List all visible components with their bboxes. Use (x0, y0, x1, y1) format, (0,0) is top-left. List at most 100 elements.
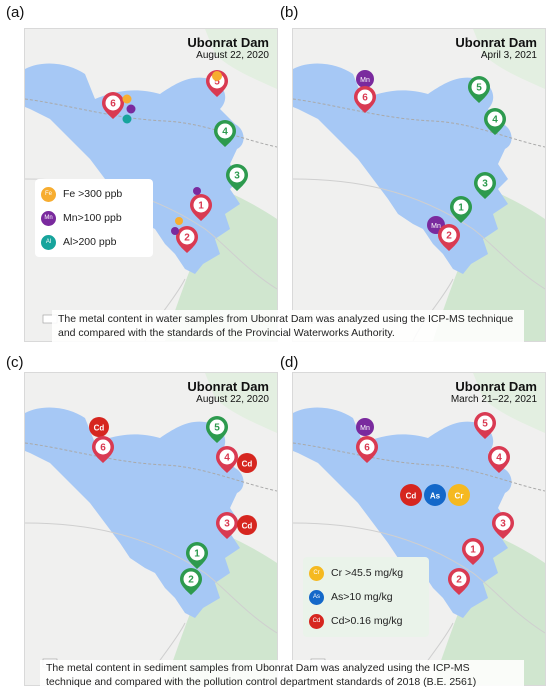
svg-text:1: 1 (198, 201, 204, 212)
svg-text:As: As (430, 492, 441, 501)
svg-text:6: 6 (362, 93, 368, 104)
svg-text:4: 4 (222, 127, 228, 138)
legend-row-fe: Fe Fe >300 ppb (35, 182, 153, 206)
dam-name: Ubonrat Dam (187, 379, 269, 394)
al-dot (122, 114, 132, 124)
panel-label-c: (c) (6, 354, 24, 371)
sampling-date: March 21–22, 2021 (450, 394, 537, 405)
svg-text:6: 6 (100, 443, 106, 454)
svg-text:2: 2 (446, 231, 452, 242)
mn-dot (356, 70, 374, 88)
svg-text:Mn: Mn (431, 223, 441, 230)
site-marker-3: 3 (474, 172, 496, 199)
map-c: Cd 6 5 4 Cd 3 Cd 1 2 (25, 373, 277, 685)
svg-text:4: 4 (224, 453, 230, 464)
map-panel-b: Mn 6 5 4 3 1 Mn 2 Ubonrat Dam April 3, 2… (292, 28, 546, 342)
svg-text:Cd: Cd (94, 424, 105, 433)
sampling-date: April 3, 2021 (480, 50, 537, 61)
legend-label: Al>200 ppb (63, 236, 117, 248)
cd-dot (400, 484, 422, 506)
svg-text:3: 3 (500, 519, 506, 530)
dam-name: Ubonrat Dam (187, 35, 269, 50)
cd-icon: Cd (309, 613, 324, 629)
site-marker-6: 6 (92, 436, 114, 463)
cd-dot (89, 417, 109, 437)
svg-text:Cd: Cd (242, 460, 253, 469)
svg-text:3: 3 (224, 519, 230, 530)
map-a: 5 6 4 3 1 2 (25, 29, 277, 341)
legend-row-mn: Mn Mn>100 ppb (35, 206, 153, 230)
svg-text:2: 2 (184, 233, 190, 244)
svg-text:1: 1 (470, 545, 476, 556)
svg-text:1: 1 (458, 203, 464, 214)
legend-label: As>10 mg/kg (331, 591, 393, 603)
cr-dot (448, 484, 470, 506)
map-title-c: Ubonrat Dam August 22, 2020 (187, 379, 269, 405)
site-marker-2: 2 (438, 224, 460, 251)
map-b: Mn 6 5 4 3 1 Mn 2 (293, 29, 545, 341)
site-marker-6: 6 (354, 86, 376, 113)
map-d: Mn 6 5 4 Cd As Cr 3 1 2 (293, 373, 545, 685)
sampling-date: August 22, 2020 (196, 50, 269, 61)
svg-text:5: 5 (214, 77, 220, 88)
fe-dot (212, 71, 222, 81)
svg-text:3: 3 (482, 179, 488, 190)
site-marker-1: 1 (450, 196, 472, 223)
fe-dot (122, 94, 132, 104)
dam-name: Ubonrat Dam (455, 379, 537, 394)
map-panel-a: 5 6 4 3 1 2 Ubonrat Dam August 22, 2020 … (24, 28, 278, 342)
map-title-d: Ubonrat Dam March 21–22, 2021 (451, 379, 537, 405)
site-marker-5: 5 (206, 416, 228, 443)
legend-label: Cr >45.5 mg/kg (331, 567, 404, 579)
map-panel-d: Mn 6 5 4 Cd As Cr 3 1 2 Ubonrat Dam Marc… (292, 372, 546, 686)
mn-dot (356, 418, 374, 436)
svg-text:Mn: Mn (360, 77, 370, 84)
legend-label: Cd>0.16 mg/kg (331, 615, 403, 627)
legend-sediment: Cr Cr >45.5 mg/kg As As>10 mg/kg Cd Cd>0… (303, 557, 429, 637)
site-marker-4: 4 (216, 446, 238, 473)
al-icon: Al (41, 234, 56, 250)
site-marker-2: 2 (180, 568, 202, 595)
svg-text:Cd: Cd (242, 522, 253, 531)
svg-text:5: 5 (482, 419, 488, 430)
svg-text:4: 4 (496, 453, 502, 464)
legend-row-al: Al Al>200 ppb (35, 230, 153, 254)
svg-text:4: 4 (492, 115, 498, 126)
caption-sediment: The metal content in sediment samples fr… (40, 660, 524, 690)
site-marker-3: 3 (226, 164, 248, 191)
legend-label: Mn>100 ppb (63, 212, 122, 224)
legend-row-as: As As>10 mg/kg (303, 585, 429, 609)
svg-text:6: 6 (364, 443, 370, 454)
mn-dot (193, 187, 201, 195)
panel-label-d: (d) (280, 354, 299, 371)
mn-dot (171, 227, 179, 235)
site-marker-4: 4 (484, 108, 506, 135)
site-marker-1: 1 (462, 538, 484, 565)
svg-text:1: 1 (194, 549, 200, 560)
fe-dot (175, 217, 183, 225)
sampling-date: August 22, 2020 (196, 394, 269, 405)
site-marker-5: 5 (474, 412, 496, 439)
svg-text:Cr: Cr (455, 492, 464, 501)
svg-text:5: 5 (214, 423, 220, 434)
site-marker-4: 4 (488, 446, 510, 473)
svg-text:Cd: Cd (406, 492, 417, 501)
site-marker-3: 3 (216, 512, 238, 539)
cd-dot (237, 515, 257, 535)
mn-icon: Mn (41, 210, 56, 226)
mn-dot (126, 104, 136, 114)
map-title-a: Ubonrat Dam August 22, 2020 (187, 35, 269, 61)
as-icon: As (309, 589, 324, 605)
panel-label-a: (a) (6, 4, 25, 21)
site-marker-1: 1 (190, 194, 212, 221)
svg-text:2: 2 (188, 575, 194, 586)
site-marker-6: 6 (102, 92, 124, 119)
site-marker-3: 3 (492, 512, 514, 539)
site-marker-2: 2 (448, 568, 470, 595)
site-marker-5: 5 (206, 70, 228, 97)
as-dot (424, 484, 446, 506)
caption-water: The metal content in water samples from … (52, 310, 524, 342)
svg-text:2: 2 (456, 575, 462, 586)
site-marker-5: 5 (468, 76, 490, 103)
svg-text:Mn: Mn (360, 425, 370, 432)
